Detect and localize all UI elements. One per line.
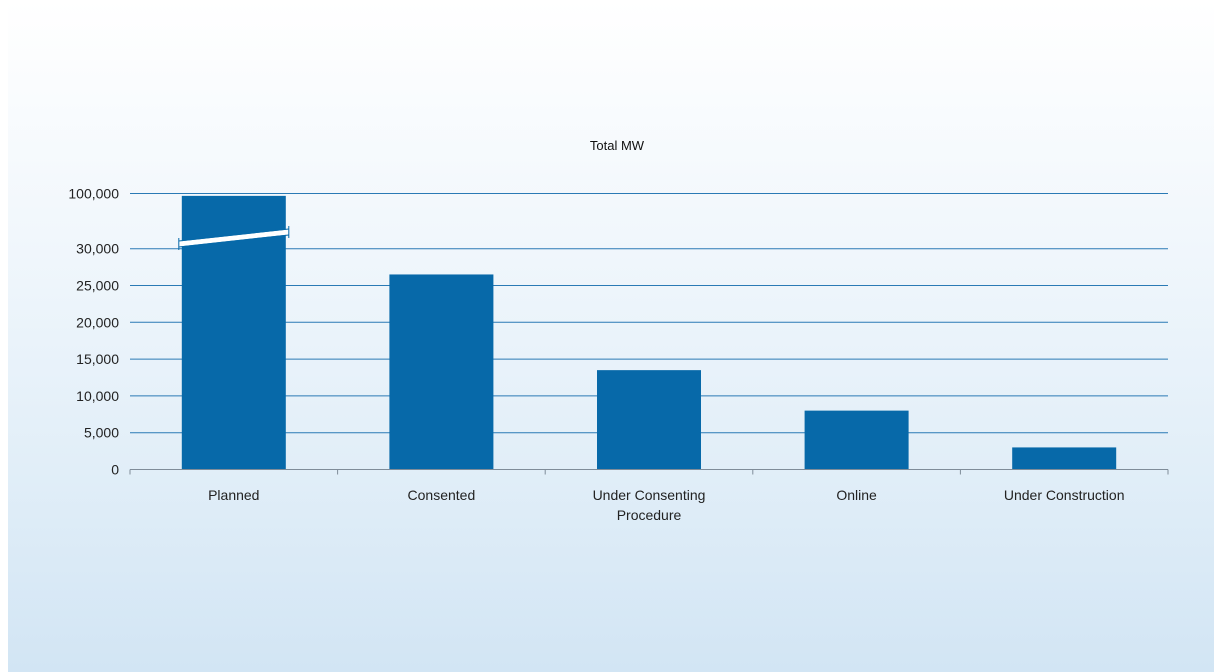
bar-under-construction bbox=[1012, 447, 1117, 470]
x-category-label-line: Online bbox=[836, 487, 877, 503]
y-tick-label: 25,000 bbox=[76, 278, 119, 294]
y-tick-label: 100,000 bbox=[68, 186, 119, 202]
y-tick-label: 15,000 bbox=[76, 351, 119, 367]
bar-online bbox=[804, 410, 909, 470]
x-category-label-line: Planned bbox=[208, 487, 259, 503]
bar-consented bbox=[389, 274, 494, 470]
axis-break-marker bbox=[178, 226, 290, 250]
chart-title: Total MW bbox=[590, 138, 645, 153]
x-category-label: Under Consenting Procedure bbox=[593, 487, 706, 523]
y-tick-label: 5,000 bbox=[84, 425, 119, 441]
x-category-label: Under Construction bbox=[1004, 487, 1125, 503]
y-tick-label: 10,000 bbox=[76, 388, 119, 404]
bar-under-consenting-procedure bbox=[597, 370, 701, 470]
x-axis-labels: Planned Consented Under Consenting Procedur… bbox=[208, 487, 1124, 523]
break-edge-lower bbox=[178, 234, 289, 248]
x-category-label: Consented bbox=[408, 487, 476, 503]
x-category-label-line: Under Consenting bbox=[593, 487, 706, 503]
x-category-label: Planned bbox=[208, 487, 259, 503]
y-tick-label: 30,000 bbox=[76, 241, 119, 257]
y-axis-ticks: 0 5,000 10,000 15,000 20,000 25,000 30,000 100,… bbox=[68, 186, 119, 478]
x-category-label-line: Under Construction bbox=[1004, 487, 1125, 503]
break-edge-upper bbox=[178, 228, 289, 242]
bars bbox=[181, 195, 1117, 470]
x-category-label: Online bbox=[836, 487, 877, 503]
break-band bbox=[178, 229, 290, 247]
y-tick-label: 20,000 bbox=[76, 314, 119, 330]
y-tick-label: 0 bbox=[111, 462, 119, 478]
x-category-label-line: Consented bbox=[408, 487, 476, 503]
x-axis bbox=[129, 469, 1169, 475]
x-category-label-line: Procedure bbox=[617, 507, 682, 523]
